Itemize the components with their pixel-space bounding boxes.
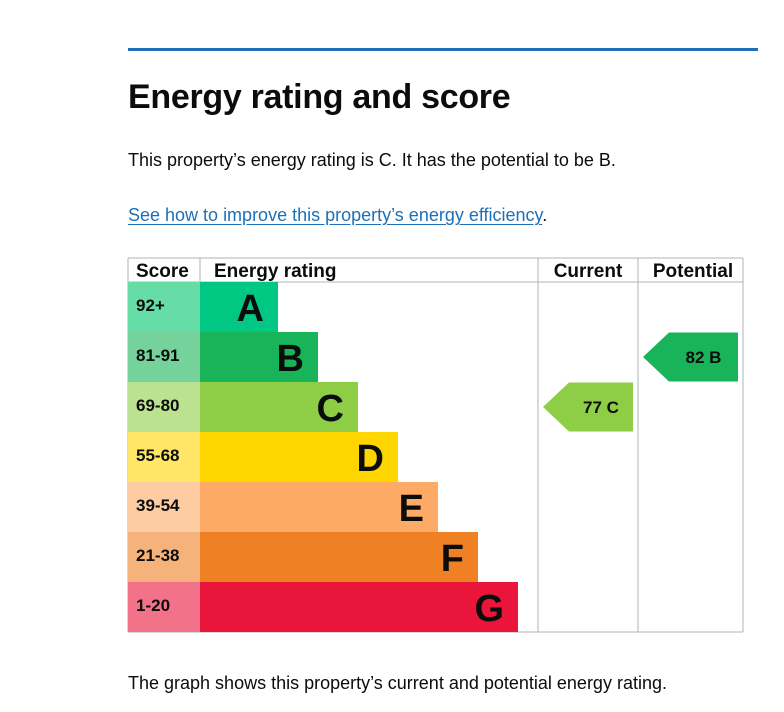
band-letter-d: D [357, 438, 384, 480]
score-range-d: 55-68 [136, 446, 179, 465]
potential-rating-label: 82 B [686, 348, 722, 367]
header-energy-rating: Energy rating [214, 261, 336, 282]
score-cell-d [128, 432, 200, 482]
improve-paragraph: See how to improve this property’s energ… [128, 203, 547, 227]
header-current: Current [554, 261, 623, 282]
top-rule [128, 48, 758, 51]
score-cell-f [128, 532, 200, 582]
band-bar-a [200, 282, 278, 332]
rating-summary: This property’s energy rating is C. It h… [128, 150, 616, 170]
score-cell-g [128, 582, 200, 632]
chart-caption: The graph shows this property’s current … [128, 673, 667, 693]
band-bar-e [200, 482, 438, 532]
header-score: Score [136, 261, 189, 282]
score-range-e: 39-54 [136, 496, 180, 515]
band-bar-d [200, 432, 398, 482]
band-bar-b [200, 332, 318, 382]
header-potential: Potential [653, 261, 733, 282]
current-rating-arrow [543, 382, 633, 432]
score-range-c: 69-80 [136, 396, 179, 415]
potential-rating-arrow [643, 332, 738, 382]
score-range-b: 81-91 [136, 346, 179, 365]
score-cell-a [128, 282, 200, 332]
band-letter-a: A [237, 288, 264, 330]
score-range-f: 21-38 [136, 546, 179, 565]
band-letter-c: C [317, 388, 344, 430]
score-range-a: 92+ [136, 296, 165, 315]
band-bar-f [200, 532, 478, 582]
score-cell-c [128, 382, 200, 432]
page-title: Energy rating and score [128, 78, 511, 116]
band-letter-g: G [474, 588, 504, 630]
score-cell-b [128, 332, 200, 382]
improve-link[interactable]: See how to improve this property’s energ… [128, 205, 543, 225]
current-rating-label: 77 C [583, 398, 619, 417]
score-cell-e [128, 482, 200, 532]
band-letter-f: F [441, 538, 464, 580]
band-bar-g [200, 582, 518, 632]
improve-suffix: . [542, 205, 548, 225]
score-range-g: 1-20 [136, 596, 170, 615]
band-letter-e: E [399, 488, 424, 530]
band-letter-b: B [277, 338, 304, 380]
band-bar-c [200, 382, 358, 432]
